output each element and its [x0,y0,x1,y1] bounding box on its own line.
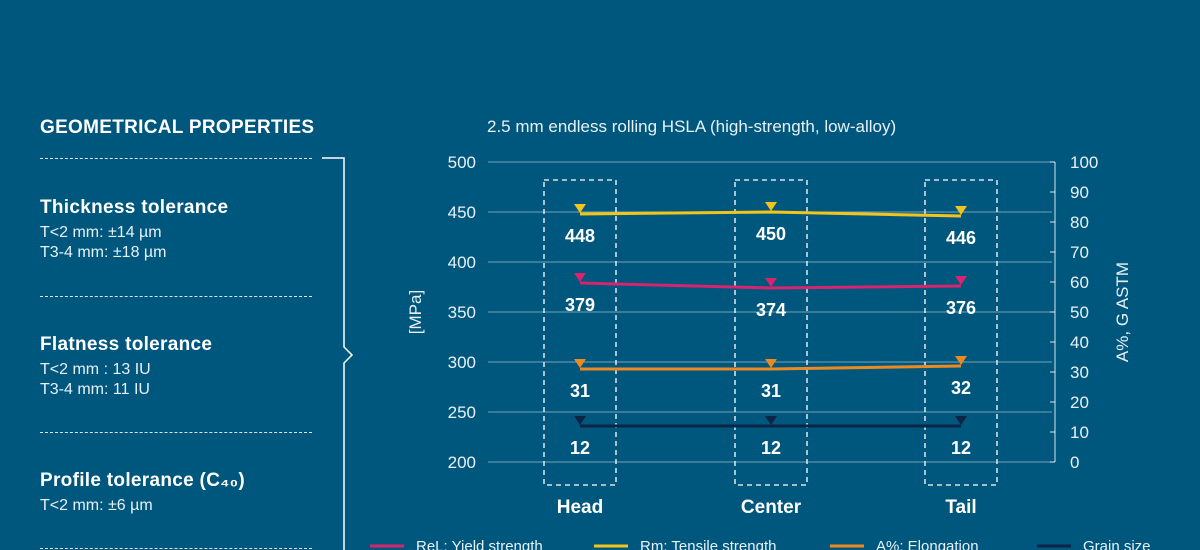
category-box [734,179,808,486]
data-point [955,206,967,215]
x-tick-label: Tail [945,497,976,518]
legend-entry: Grain size [1083,538,1151,550]
profile-tolerance-line-1: T<2 mm: ±6 µm [40,497,153,514]
legend-entry: ReL: Yield strength [416,538,543,550]
x-tick-label: Center [741,497,802,518]
x-tick-label: Head [557,497,603,518]
thickness-tolerance: Thickness tolerance T<2 mm: ±14 µm T3-4 … [40,197,340,263]
data-point [574,359,586,368]
category-box [924,179,998,486]
divider [40,158,312,159]
data-point [574,416,586,425]
data-point [765,359,777,368]
data-label: 12 [761,438,781,458]
data-point [955,356,967,365]
data-label: 376 [946,298,976,318]
flatness-tolerance-line-2: T3-4 mm: 11 IU [40,381,150,398]
y2-tick-label: 60 [1070,273,1089,292]
y2-tick-label: 20 [1070,393,1089,412]
thickness-tolerance-line-1: T<2 mm: ±14 µm [40,224,162,241]
data-label: 32 [951,378,971,398]
y-tick-label: 200 [448,453,476,472]
y2-tick-label: 0 [1070,453,1079,472]
y2-tick-label: 50 [1070,303,1089,322]
y2-tick-label: 40 [1070,333,1089,352]
data-label: 31 [761,381,781,401]
chart-title: 2.5 mm endless rolling HSLA (high-streng… [487,117,897,136]
divider [40,296,312,297]
y2-tick-label: 90 [1070,183,1089,202]
flatness-tolerance-line-1: T<2 mm : 13 IU [40,361,151,378]
data-label: 450 [756,224,786,244]
geometrical-properties-panel: GEOMETRICAL PROPERTIES Thickness toleran… [0,0,360,550]
data-label: 374 [756,300,786,320]
legend-entry: A%: Elongation [876,538,979,550]
y-tick-label: 500 [448,153,476,172]
thickness-tolerance-title: Thickness tolerance [40,197,229,218]
thickness-tolerance-line-2: T3-4 mm: ±18 µm [40,244,167,261]
legend-entry: Rm: Tensile strength [640,538,776,550]
data-point [574,204,586,213]
y-tick-label: 300 [448,353,476,372]
flatness-tolerance-title: Flatness tolerance [40,334,213,355]
data-point [574,273,586,282]
series-line [580,364,962,371]
data-point [765,278,777,287]
y-tick-label: 250 [448,403,476,422]
category-box [543,179,617,486]
y-tick-label: 350 [448,303,476,322]
flatness-tolerance: Flatness tolerance T<2 mm : 13 IU T3-4 m… [40,334,340,400]
section-heading: GEOMETRICAL PROPERTIES [40,117,315,138]
data-label: 12 [951,438,971,458]
y-tick-label: 450 [448,203,476,222]
data-point [955,416,967,425]
y2-tick-label: 100 [1070,153,1098,172]
data-point [765,416,777,425]
data-label: 446 [946,228,976,248]
data-label: 31 [570,381,590,401]
data-label: 379 [565,295,595,315]
divider [40,548,312,549]
y2-tick-label: 70 [1070,243,1089,262]
y2-tick-label: 80 [1070,213,1089,232]
series-line [579,210,962,218]
y-axis-label: [MPa] [406,290,425,334]
y2-tick-label: 10 [1070,423,1089,442]
y2-axis-label: A%, G ASTM [1113,262,1132,362]
profile-tolerance-title: Profile tolerance (C₄₀) [40,470,246,491]
divider [40,432,312,433]
data-label: 448 [565,226,595,246]
series-line [579,281,962,290]
data-point [765,202,777,211]
y-tick-label: 400 [448,253,476,272]
y2-tick-label: 30 [1070,363,1089,382]
data-label: 12 [570,438,590,458]
profile-tolerance: Profile tolerance (C₄₀) T<2 mm: ±6 µm [40,470,340,516]
data-point [955,276,967,285]
